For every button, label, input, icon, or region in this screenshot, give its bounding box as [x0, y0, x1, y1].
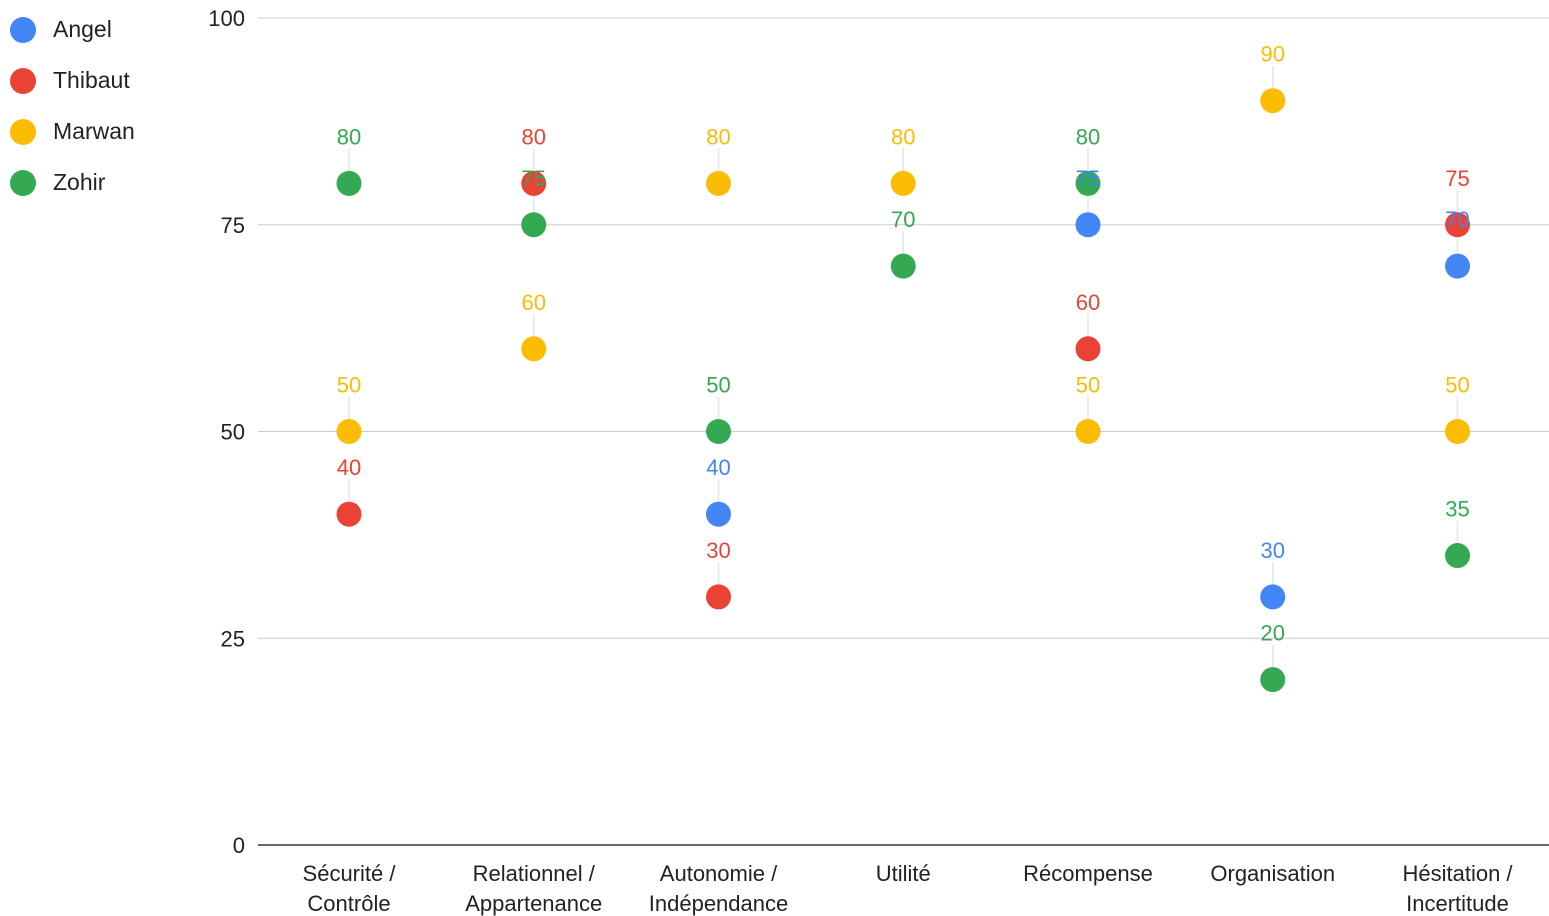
data-label: 50: [1445, 373, 1469, 398]
legend-label: Angel: [53, 16, 112, 42]
legend-item-marwan[interactable]: Marwan: [10, 106, 135, 157]
legend-item-zohir[interactable]: Zohir: [10, 157, 135, 208]
data-point-angel[interactable]: [706, 501, 731, 527]
data-point-marwan[interactable]: [521, 336, 547, 362]
data-label: 50: [337, 373, 361, 398]
data-label: 80: [337, 124, 361, 149]
x-tick-label: Utilité: [876, 861, 931, 886]
y-axis-ticks: 0 25 50 75 100: [208, 6, 245, 858]
data-point-angel[interactable]: [1075, 212, 1101, 238]
data-label: 75: [1445, 166, 1469, 191]
y-tick-label: 100: [208, 6, 245, 31]
data-point-marwan[interactable]: [890, 170, 916, 196]
data-point-thibaut[interactable]: [521, 170, 547, 196]
data-label: 75: [1076, 166, 1100, 191]
data-point-thibaut[interactable]: [706, 584, 731, 610]
y-tick-label: 0: [233, 833, 245, 858]
data-point-marwan[interactable]: [1445, 419, 1470, 444]
data-labels: 40 75 30 70 40 80 30 60 75 50 60 80 80 50 90 50 80 75 50 70…: [337, 42, 1470, 646]
data-point-thibaut[interactable]: [336, 501, 362, 527]
data-point-angel[interactable]: [1445, 253, 1470, 279]
label-connectors: [348, 65, 1459, 668]
data-point-zohir[interactable]: [521, 212, 547, 238]
legend-item-thibaut[interactable]: Thibaut: [10, 55, 135, 106]
data-point-thibaut[interactable]: [1445, 212, 1470, 238]
data-label: 60: [1076, 290, 1100, 315]
data-label: 70: [891, 207, 915, 232]
x-tick-label: Organisation: [1210, 861, 1335, 886]
data-label: 30: [1261, 538, 1285, 563]
x-tick-label: Récompense: [1023, 861, 1153, 886]
data-point-zohir[interactable]: [1075, 170, 1101, 196]
x-axis-ticks: Sécurité / Contrôle Relationnel / Appartena…: [303, 861, 1514, 916]
data-point-thibaut[interactable]: [1075, 336, 1101, 362]
legend-swatch: [10, 118, 36, 145]
gridlines: [258, 17, 1549, 846]
data-label: 35: [1445, 497, 1469, 522]
data-point-marwan[interactable]: [336, 419, 362, 444]
legend-item-angel[interactable]: Angel: [10, 4, 135, 55]
legend-swatch: [10, 169, 36, 196]
y-tick-label: 50: [221, 420, 245, 445]
data-label: 80: [1076, 124, 1100, 149]
data-point-marwan[interactable]: [1260, 88, 1286, 114]
legend-label: Zohir: [53, 169, 106, 195]
x-tick-label: Autonomie / Indépendance: [649, 861, 788, 916]
data-label: 20: [1261, 621, 1285, 646]
data-point-marwan[interactable]: [1075, 419, 1101, 444]
data-point-angel[interactable]: [1260, 584, 1286, 610]
data-point-zohir[interactable]: [336, 170, 362, 196]
data-label: 90: [1261, 42, 1285, 67]
x-tick-label: Hésitation / Incertitude: [1402, 861, 1513, 916]
data-label: 50: [1076, 373, 1100, 398]
data-label: 50: [706, 373, 730, 398]
data-label: 80: [706, 124, 730, 149]
data-point-zohir[interactable]: [1260, 667, 1286, 693]
legend-label: Marwan: [53, 118, 135, 144]
data-label: 80: [522, 124, 546, 149]
legend-label: Thibaut: [53, 67, 130, 93]
legend: Angel Thibaut Marwan Zohir: [10, 4, 135, 208]
data-label: 60: [522, 290, 546, 315]
data-point-zohir[interactable]: [706, 419, 731, 444]
y-tick-label: 25: [221, 626, 245, 651]
data-point-zohir[interactable]: [890, 253, 916, 279]
data-point-zohir[interactable]: [1445, 543, 1470, 569]
y-tick-label: 75: [221, 213, 245, 238]
x-tick-label: Relationnel / Appartenance: [465, 861, 602, 916]
data-label: 40: [706, 455, 730, 480]
data-label: 70: [1445, 207, 1469, 232]
data-points: [336, 88, 1470, 693]
data-point-marwan[interactable]: [706, 170, 731, 196]
data-label: 75: [522, 166, 546, 191]
data-label: 80: [891, 124, 915, 149]
data-label: 30: [706, 538, 730, 563]
x-tick-label: Sécurité / Contrôle: [303, 861, 397, 916]
legend-swatch: [10, 67, 36, 94]
data-label: 40: [337, 455, 361, 480]
legend-swatch: [10, 16, 36, 43]
